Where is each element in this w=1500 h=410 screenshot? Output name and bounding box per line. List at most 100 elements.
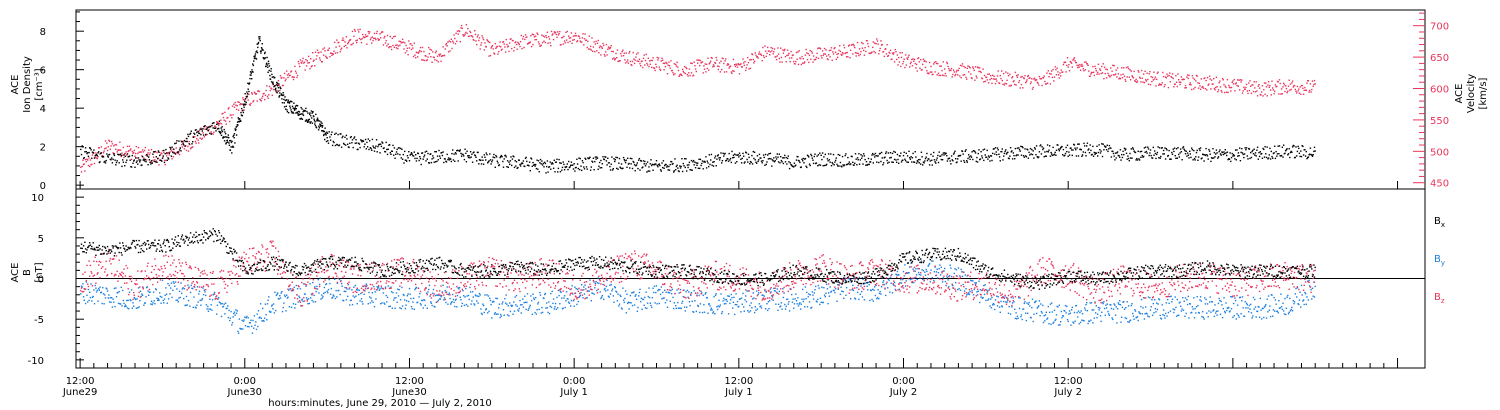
velocity-series-point	[1219, 80, 1221, 82]
by-series-point	[568, 301, 570, 303]
velocity-series-point	[309, 68, 311, 70]
density-series-point	[267, 60, 270, 62]
velocity-series-point	[1184, 87, 1186, 89]
by-series-point	[333, 295, 335, 297]
velocity-series-point	[806, 58, 809, 61]
velocity-series-point	[471, 35, 473, 37]
by-series-point	[434, 294, 437, 297]
density-series-point	[1033, 147, 1036, 149]
density-series-point	[570, 161, 573, 163]
velocity-series-point	[1126, 76, 1128, 78]
density-series-point	[693, 164, 695, 166]
by-series-point	[181, 288, 184, 290]
density-series-point	[942, 152, 944, 154]
velocity-series-point	[269, 89, 271, 92]
by-series-point	[522, 306, 525, 308]
density-series-point	[608, 162, 610, 164]
velocity-series-point	[1053, 76, 1056, 78]
density-series-point	[616, 167, 618, 170]
by-series-point	[242, 328, 244, 330]
velocity-series-point	[482, 38, 485, 41]
by-series-point	[780, 302, 783, 304]
by-series-point	[165, 287, 167, 289]
velocity-series-point	[230, 114, 232, 116]
density-series-point	[945, 152, 947, 154]
density-series-point	[1220, 154, 1222, 156]
density-series-point	[722, 152, 724, 154]
by-series-point	[550, 306, 553, 308]
by-series-point	[130, 299, 132, 302]
velocity-series-point	[1011, 76, 1014, 78]
by-series-point	[571, 285, 573, 287]
by-series-point	[196, 304, 198, 306]
by-series-point	[205, 304, 208, 306]
by-series-point	[474, 304, 476, 306]
density-axis-title: ACEIon Density[cm⁻³]	[10, 56, 45, 113]
velocity-series-point	[602, 42, 604, 45]
velocity-series-point	[1050, 73, 1052, 75]
by-series-point	[298, 295, 300, 297]
velocity-series-point	[419, 46, 422, 49]
velocity-series-point	[321, 61, 323, 63]
density-series-point	[891, 161, 893, 163]
velocity-series-point	[878, 53, 880, 55]
velocity-series-point	[449, 50, 451, 52]
density-series-point	[1182, 147, 1184, 149]
by-series-point	[219, 301, 221, 304]
velocity-series-point	[107, 146, 109, 148]
velocity-series-point	[277, 83, 279, 86]
density-series-point	[680, 165, 682, 168]
by-series-point	[279, 297, 282, 299]
density-series-point	[659, 164, 661, 167]
by-series-point	[698, 294, 700, 297]
velocity-series-point	[992, 78, 995, 80]
density-series-point	[817, 165, 819, 167]
velocity-series-point	[1123, 75, 1126, 77]
density-series-point	[221, 130, 224, 133]
density-series-point	[854, 153, 857, 155]
velocity-series-point	[913, 58, 916, 61]
by-series-point	[216, 313, 218, 315]
density-series-point	[709, 163, 711, 166]
density-series-point	[493, 156, 496, 159]
by-series-point	[139, 290, 142, 292]
velocity-series-point	[843, 44, 845, 46]
density-series-point	[605, 156, 607, 158]
by-series-point	[516, 305, 518, 307]
density-series-point	[266, 62, 268, 64]
density-series-point	[857, 159, 859, 161]
velocity-series-point	[744, 60, 746, 63]
velocity-series-point	[853, 45, 855, 47]
velocity-series-point	[353, 28, 356, 31]
velocity-series-point	[922, 58, 925, 60]
density-series-point	[931, 159, 933, 161]
by-series-point	[358, 289, 361, 291]
density-series-point	[795, 159, 798, 161]
density-series-point	[1098, 144, 1100, 146]
by-series-point	[169, 293, 171, 295]
velocity-series-point	[1179, 83, 1181, 86]
density-series-point	[350, 136, 352, 138]
velocity-series-point	[1296, 85, 1299, 88]
velocity-series-point	[614, 59, 616, 61]
velocity-series-point	[1284, 90, 1286, 93]
density-series-point	[325, 140, 328, 143]
density-series-point	[217, 123, 219, 125]
density-series-point	[584, 157, 586, 159]
velocity-series-point	[359, 28, 361, 31]
density-series-point	[256, 51, 259, 54]
velocity-series-point	[886, 44, 888, 46]
velocity-series-point	[603, 44, 605, 47]
density-series-point	[567, 168, 569, 171]
by-series-point	[124, 304, 127, 306]
velocity-series-point	[1232, 80, 1234, 82]
velocity-series-point	[249, 104, 251, 106]
velocity-series-point	[816, 52, 818, 55]
velocity-series-point	[299, 59, 302, 61]
density-series-point	[408, 160, 411, 162]
by-series-point	[653, 291, 655, 294]
velocity-series-point	[1193, 78, 1196, 81]
density-series-point	[872, 152, 874, 155]
velocity-series-point	[1078, 66, 1080, 68]
density-series-point	[300, 117, 303, 119]
